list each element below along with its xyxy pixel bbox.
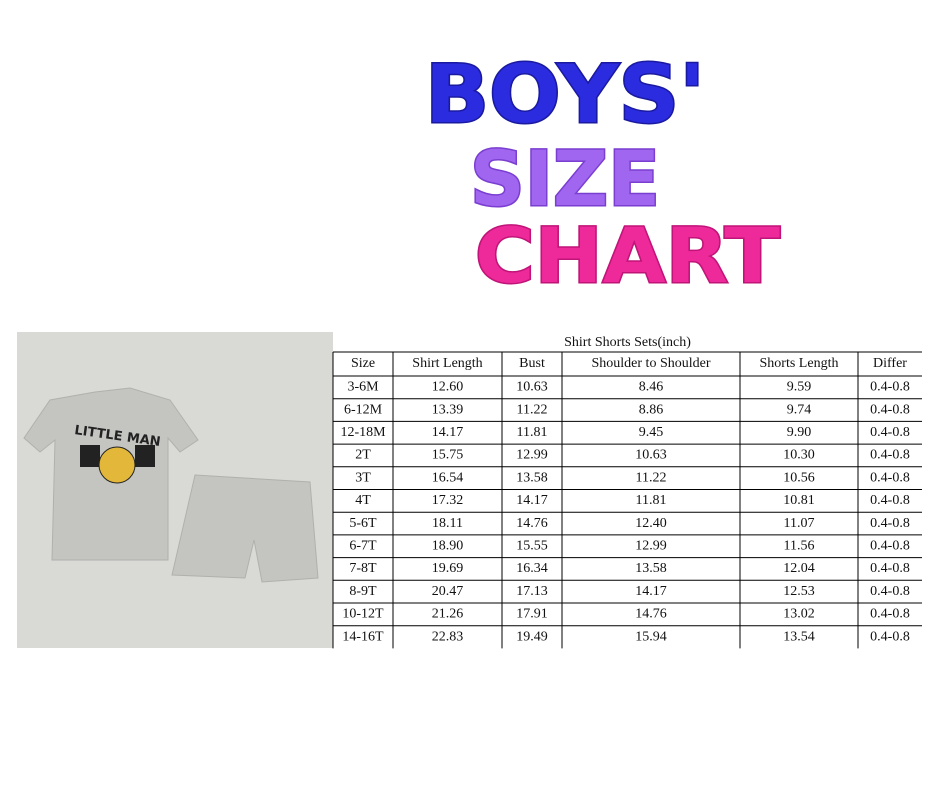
- table-cell: 13.58: [635, 561, 667, 576]
- column-header: Size: [351, 356, 375, 371]
- table-cell: 0.4-0.8: [870, 629, 910, 644]
- table-cell: 19.69: [432, 561, 464, 576]
- table-cell: 16.54: [432, 470, 464, 485]
- table-cell: 12.99: [635, 538, 667, 553]
- table-cell: 0.4-0.8: [870, 380, 910, 395]
- column-header: Shorts Length: [760, 356, 839, 371]
- product-photo: LITTLE MAN: [17, 332, 333, 648]
- table-cell: 0.4-0.8: [870, 538, 910, 553]
- table-cell: 10.30: [783, 448, 815, 463]
- table-cell: 14.76: [516, 516, 548, 531]
- table-cell: 12.60: [432, 380, 464, 395]
- table-cell: 9.90: [787, 425, 812, 440]
- table-cell: 13.02: [783, 607, 815, 622]
- title-line: BOYS': [425, 48, 705, 141]
- table-cell: 10.63: [516, 380, 548, 395]
- table-cell: 8.86: [639, 402, 664, 417]
- table-cell: 8-9T: [349, 584, 377, 599]
- table-cell: 15.55: [516, 538, 548, 553]
- table-cell: 9.59: [787, 380, 812, 395]
- table-cell: 3T: [355, 470, 371, 485]
- table-cell: 10.56: [783, 470, 815, 485]
- table-cell: 14.17: [432, 425, 464, 440]
- table-cell: 10.63: [635, 448, 667, 463]
- table-cell: 0.4-0.8: [870, 561, 910, 576]
- table-cell: 0.4-0.8: [870, 493, 910, 508]
- table-cell: 11.22: [517, 402, 548, 417]
- table-cell: 18.90: [432, 538, 464, 553]
- table-cell: 7-8T: [349, 561, 377, 576]
- table-cell: 14.17: [516, 493, 548, 508]
- table-cell: 13.58: [516, 470, 548, 485]
- table-cell: 10-12T: [342, 607, 384, 622]
- table-cell: 0.4-0.8: [870, 607, 910, 622]
- table-cell: 11.56: [784, 538, 815, 553]
- table-cell: 17.32: [432, 493, 464, 508]
- table-cell: 17.13: [516, 584, 548, 599]
- column-header: Differ: [873, 356, 907, 371]
- table-cell: 14.76: [635, 607, 667, 622]
- table-cell: 9.74: [787, 402, 812, 417]
- title-line: CHART: [475, 211, 780, 300]
- column-header: Bust: [519, 356, 545, 371]
- table-caption: Shirt Shorts Sets(inch): [564, 335, 691, 350]
- table-cell: 0.4-0.8: [870, 425, 910, 440]
- table-cell: 4T: [355, 493, 371, 508]
- table-cell: 8.46: [639, 380, 664, 395]
- table-cell: 21.26: [432, 607, 464, 622]
- table-cell: 0.4-0.8: [870, 448, 910, 463]
- table-cell: 15.75: [432, 448, 464, 463]
- table-cell: 0.4-0.8: [870, 470, 910, 485]
- table-cell: 12.40: [635, 516, 667, 531]
- table-cell: 17.91: [516, 607, 548, 622]
- table-cell: 14.17: [635, 584, 667, 599]
- column-header: Shoulder to Shoulder: [592, 356, 711, 371]
- table-cell: 0.4-0.8: [870, 516, 910, 531]
- table-cell: 13.39: [432, 402, 464, 417]
- table-cell: 11.81: [517, 425, 548, 440]
- table-cell: 12.99: [516, 448, 548, 463]
- table-cell: 2T: [355, 448, 371, 463]
- title-line: SIZE: [470, 134, 660, 223]
- checker-patch: [80, 445, 100, 467]
- table-cell: 0.4-0.8: [870, 402, 910, 417]
- table-cell: 6-7T: [349, 538, 377, 553]
- table-cell: 12.53: [783, 584, 815, 599]
- table-cell: 15.94: [635, 629, 667, 644]
- table-cell: 9.45: [639, 425, 664, 440]
- table-cell: 5-6T: [349, 516, 377, 531]
- size-table: Shirt Shorts Sets(inch) Size Shirt Length B…: [332, 335, 922, 649]
- table-cell: 18.11: [432, 516, 463, 531]
- table-cell: 3-6M: [347, 380, 379, 395]
- checker-patch: [135, 445, 155, 467]
- table-cell: 20.47: [432, 584, 464, 599]
- table-cell: 13.54: [783, 629, 815, 644]
- table-cell: 6-12M: [344, 402, 383, 417]
- table-cell: 11.07: [784, 516, 815, 531]
- table-cell: 16.34: [516, 561, 548, 576]
- shorts: [171, 474, 319, 583]
- column-header: Shirt Length: [412, 356, 482, 371]
- table-cell: 22.83: [432, 629, 464, 644]
- table-cell: 11.81: [636, 493, 667, 508]
- table-cell: 11.22: [636, 470, 667, 485]
- smiley: [98, 446, 136, 484]
- table-cell: 12.04: [783, 561, 815, 576]
- table-cell: 19.49: [516, 629, 548, 644]
- table-cell: 14-16T: [342, 629, 384, 644]
- table-cell: 0.4-0.8: [870, 584, 910, 599]
- table-cell: 12-18M: [340, 425, 386, 440]
- table-cell: 10.81: [783, 493, 815, 508]
